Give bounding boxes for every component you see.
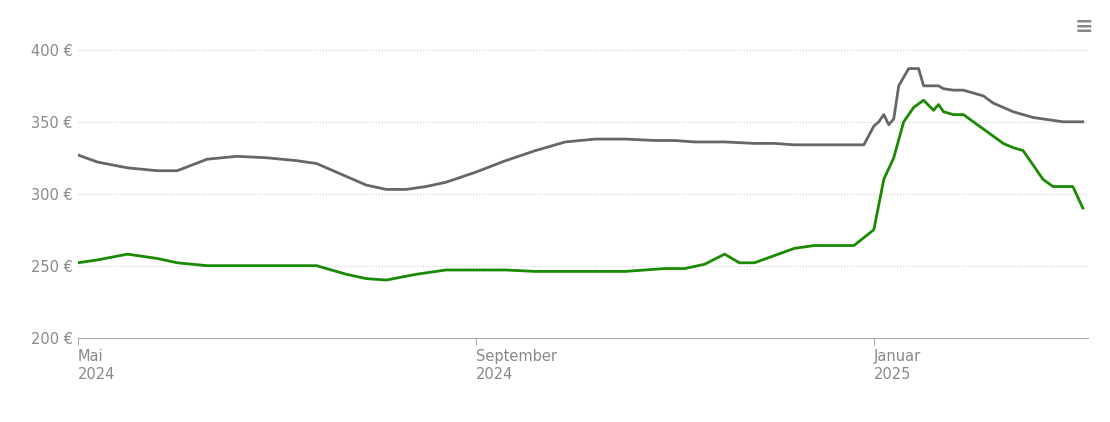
Text: ≡: ≡	[1074, 17, 1093, 37]
